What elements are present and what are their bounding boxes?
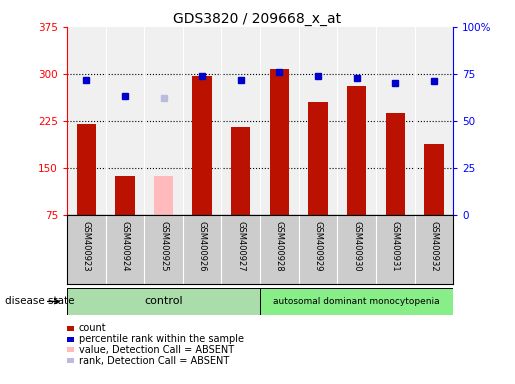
Text: GSM400923: GSM400923 xyxy=(82,220,91,271)
Text: disease state: disease state xyxy=(5,296,75,306)
Bar xyxy=(67,288,260,315)
Bar xyxy=(424,144,443,215)
Text: GSM400926: GSM400926 xyxy=(198,220,207,271)
Text: count: count xyxy=(79,323,107,333)
Text: control: control xyxy=(144,296,183,306)
Text: value, Detection Call = ABSENT: value, Detection Call = ABSENT xyxy=(79,345,234,355)
Bar xyxy=(77,124,96,215)
Bar xyxy=(115,175,134,215)
Text: autosomal dominant monocytopenia: autosomal dominant monocytopenia xyxy=(273,297,440,306)
Text: percentile rank within the sample: percentile rank within the sample xyxy=(79,334,244,344)
Bar xyxy=(154,175,173,215)
Text: GSM400925: GSM400925 xyxy=(159,220,168,271)
Text: GSM400927: GSM400927 xyxy=(236,220,245,271)
Bar xyxy=(386,113,405,215)
Bar xyxy=(231,127,250,215)
Text: GDS3820 / 209668_x_at: GDS3820 / 209668_x_at xyxy=(174,12,341,25)
Bar xyxy=(193,76,212,215)
Text: GSM400924: GSM400924 xyxy=(121,220,129,271)
Text: GSM400928: GSM400928 xyxy=(275,220,284,271)
Text: GSM400929: GSM400929 xyxy=(314,220,322,271)
Bar xyxy=(270,69,289,215)
Text: GSM400931: GSM400931 xyxy=(391,220,400,271)
Bar xyxy=(347,86,366,215)
Text: rank, Detection Call = ABSENT: rank, Detection Call = ABSENT xyxy=(79,356,229,366)
Text: GSM400930: GSM400930 xyxy=(352,220,361,271)
Text: GSM400932: GSM400932 xyxy=(430,220,438,271)
Bar xyxy=(260,288,453,315)
Bar xyxy=(308,102,328,215)
